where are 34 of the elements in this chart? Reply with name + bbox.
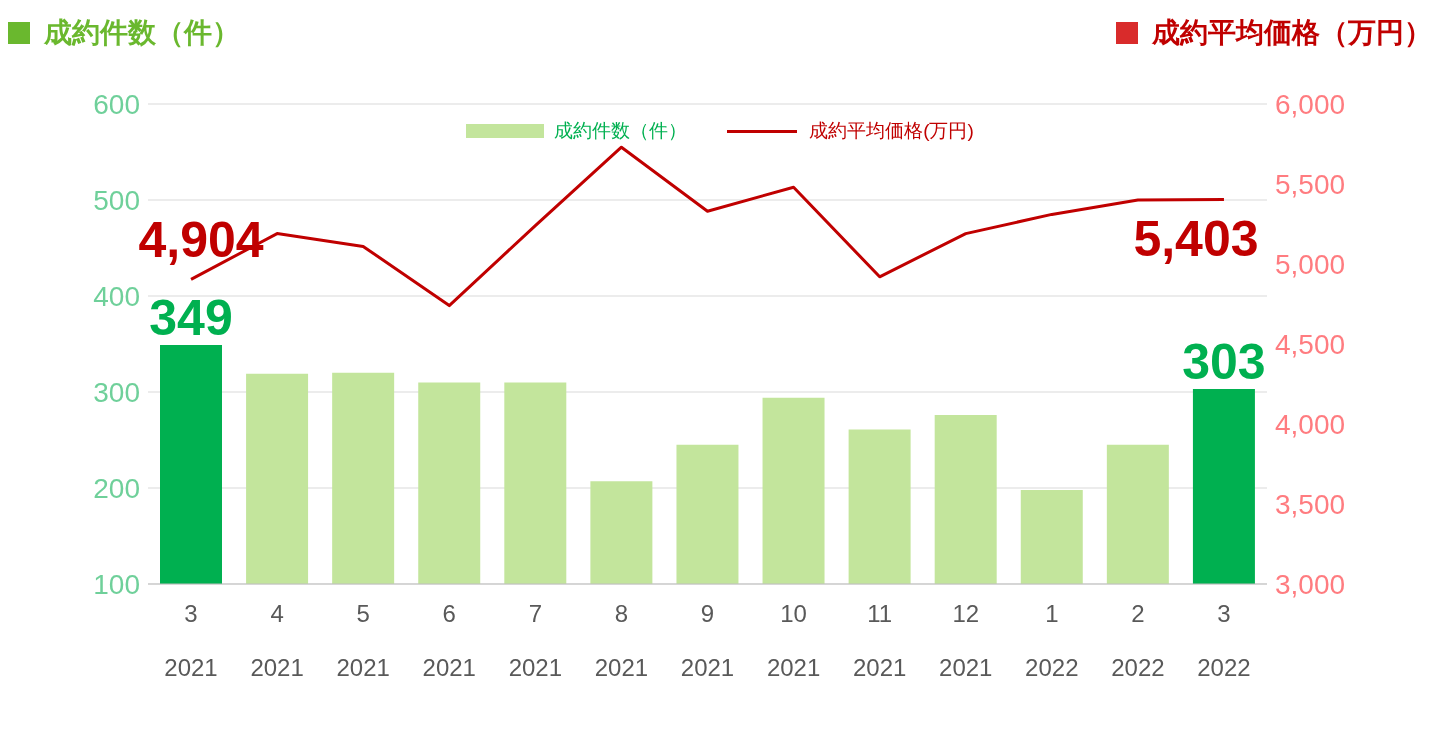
y2-tick-label: 4,000 — [1275, 408, 1346, 440]
y-axis-title: 成約件数（件） — [43, 16, 240, 50]
x-tick-label: 5 2021 — [336, 600, 390, 681]
y2-tick-label: 5,500 — [1275, 168, 1346, 200]
x-tick-label: 8 2021 — [594, 600, 649, 681]
y-tick-label: 100 — [93, 568, 140, 600]
data-label: 303 — [1182, 334, 1266, 391]
y-tick-label: 600 — [93, 88, 140, 120]
x-tick-label: 11 2021 — [852, 600, 907, 681]
x-tick-label: 2 2022 — [1111, 600, 1165, 681]
y-tick-label: 300 — [93, 376, 140, 408]
x-tick-label: 12 2021 — [939, 600, 993, 681]
legend-label: 成約平均価格(万円) — [808, 119, 974, 143]
data-label: 5,403 — [1133, 210, 1259, 267]
x-tick-label: 3 2021 — [164, 600, 218, 681]
x-tick-label: 7 2021 — [508, 600, 563, 681]
x-tick-label: 3 2022 — [1197, 600, 1251, 681]
y-tick-label: 500 — [93, 184, 140, 216]
data-label: 349 — [149, 289, 233, 346]
x-tick-label: 1 2022 — [1025, 600, 1079, 681]
data-label: 4,904 — [138, 212, 264, 269]
y2-tick-label: 3,500 — [1275, 488, 1346, 520]
y2-tick-label: 6,000 — [1275, 88, 1346, 120]
y2-tick-label: 4,500 — [1275, 328, 1346, 360]
x-tick-label: 6 2021 — [422, 600, 476, 681]
x-tick-label: 4 2021 — [250, 600, 304, 681]
y-tick-label: 400 — [93, 280, 140, 312]
y2-tick-label: 5,000 — [1275, 248, 1346, 280]
y2-tick-label: 3,000 — [1275, 568, 1346, 600]
y-tick-label: 200 — [93, 472, 140, 504]
x-tick-label: 9 2021 — [680, 600, 735, 681]
legend-label: 成約件数（件） — [553, 119, 688, 143]
x-tick-label: 10 2021 — [766, 600, 821, 681]
y2-axis-title: 成約平均価格（万円） — [1151, 16, 1432, 50]
